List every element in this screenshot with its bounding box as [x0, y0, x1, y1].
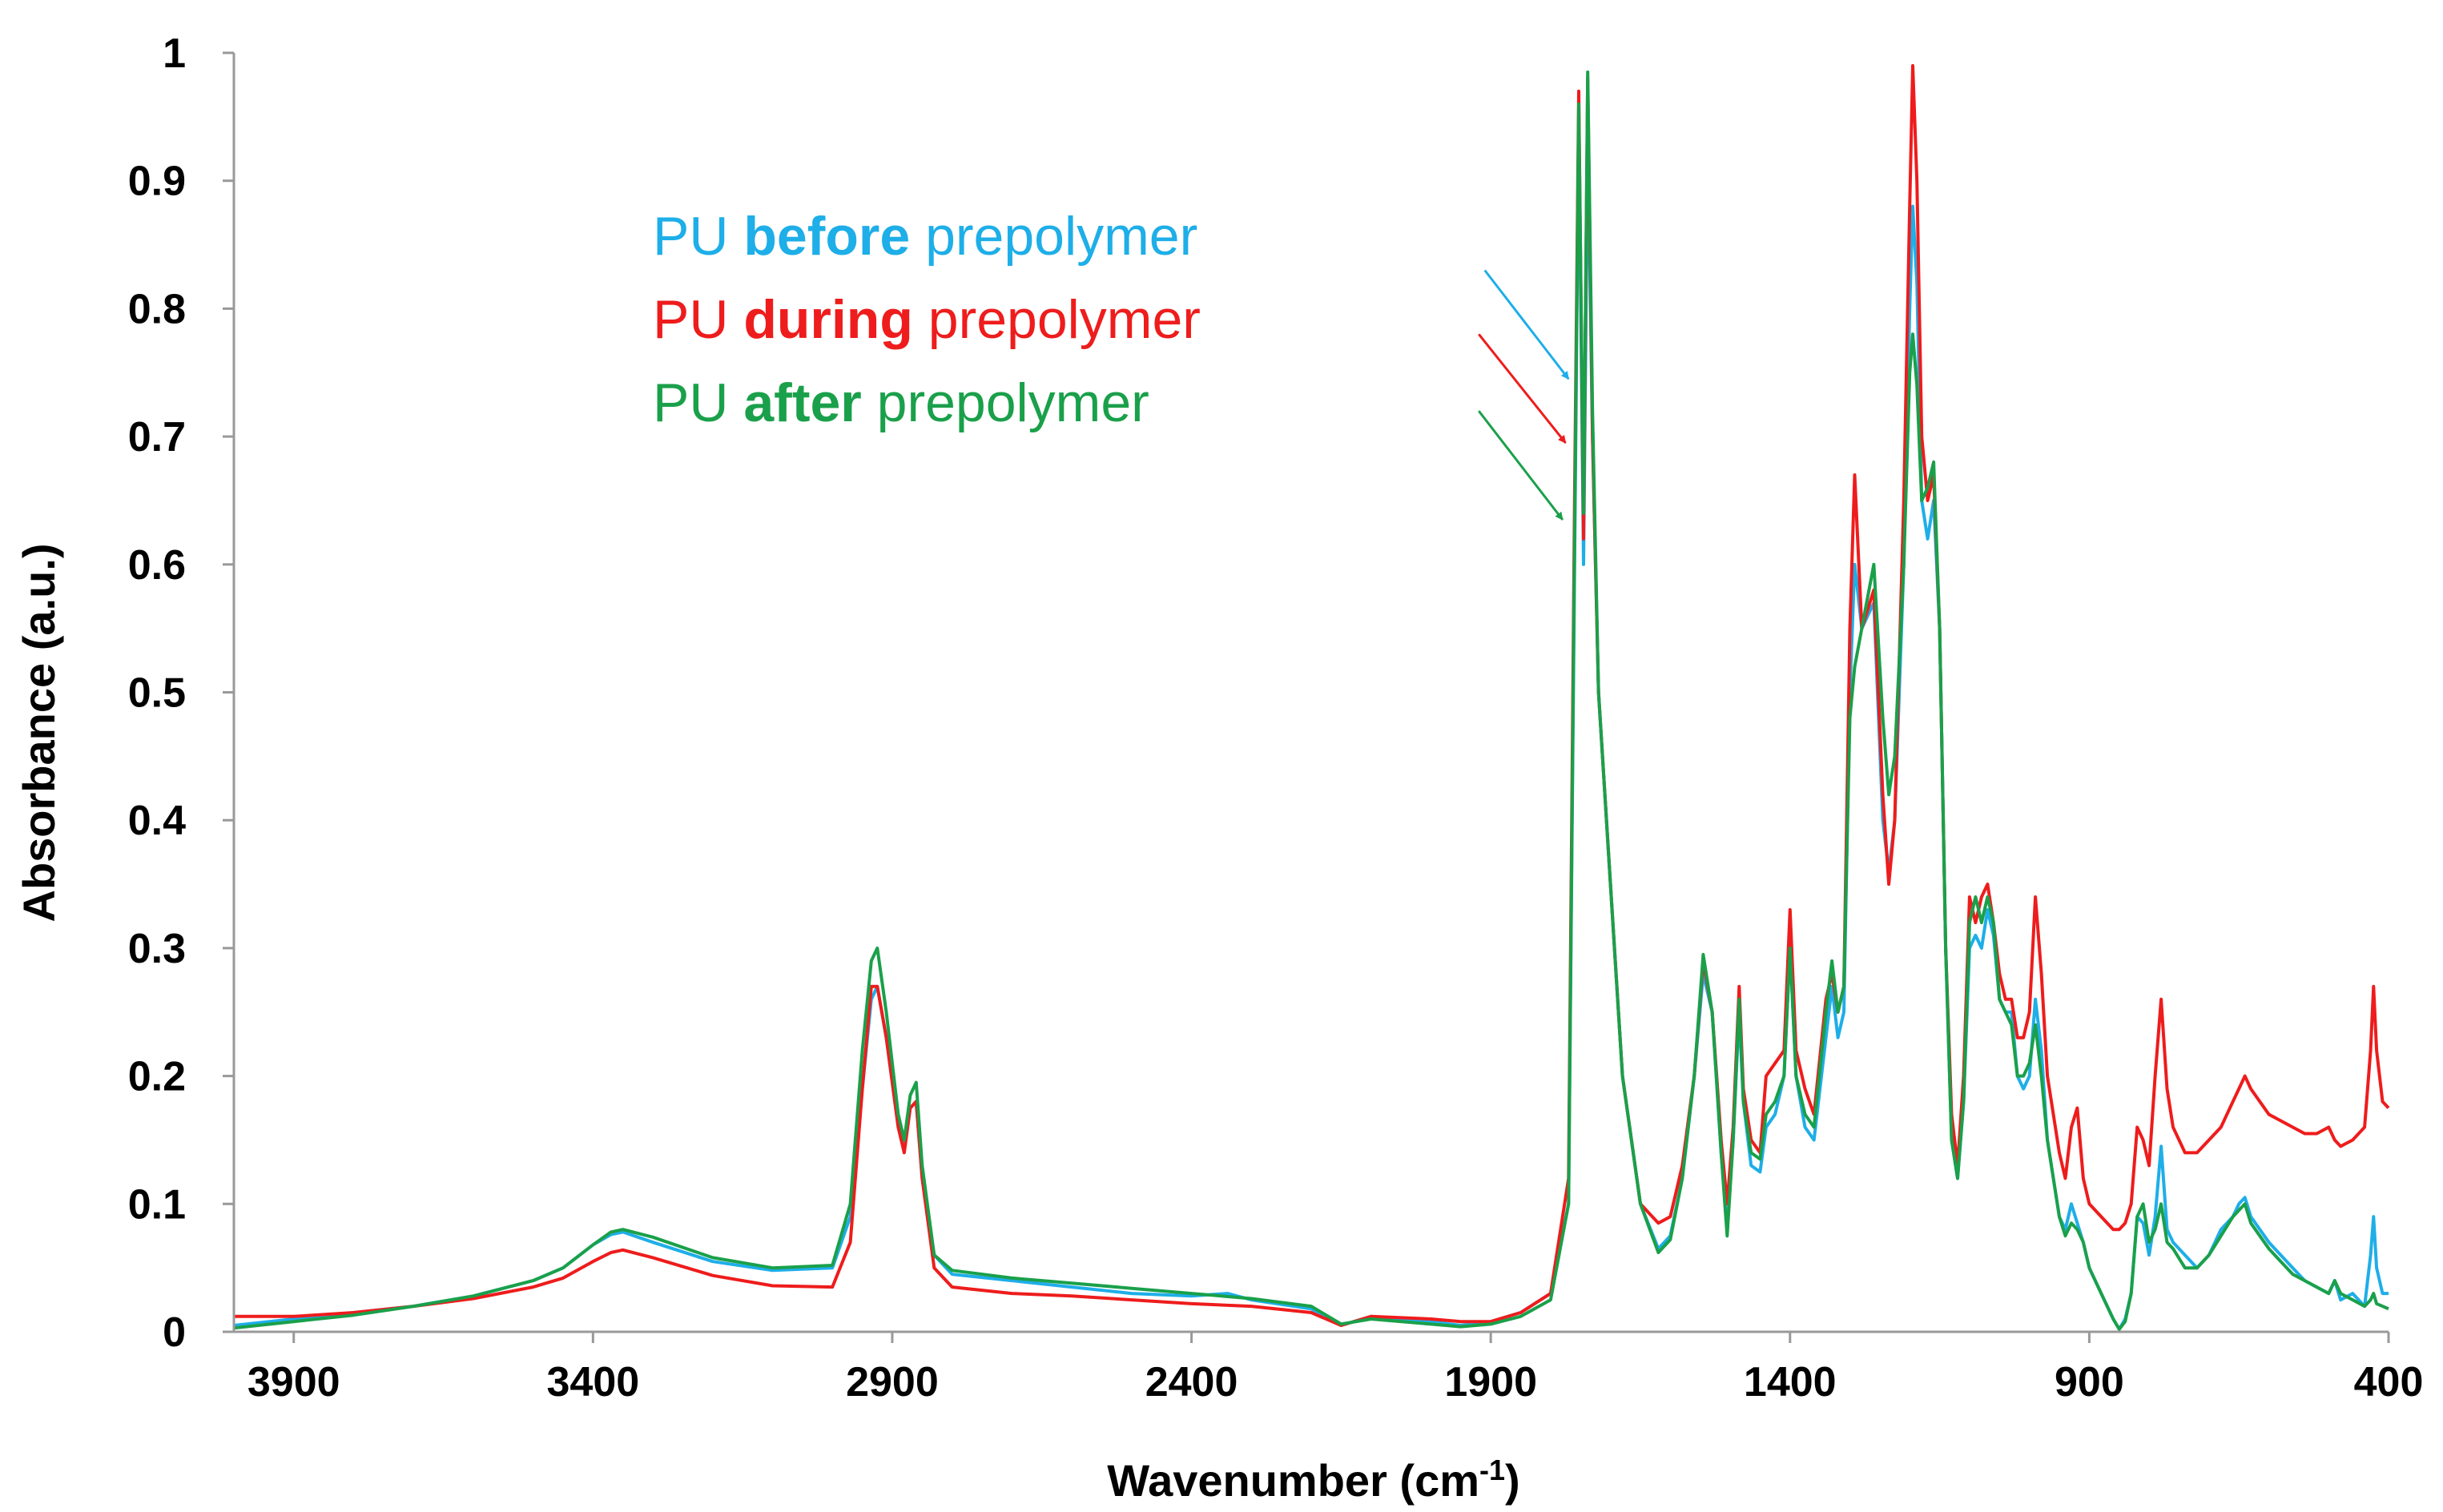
legend-item-before: PU before prepolymer: [653, 206, 1197, 267]
y-tick-label: 0.1: [128, 1181, 186, 1228]
legend-before-bold: before: [743, 206, 910, 267]
y-tick-label: 1: [163, 30, 186, 77]
y-axis-title: Absorbance (a.u.): [14, 544, 64, 923]
x-tick-label: 2400: [1145, 1359, 1238, 1405]
y-tick-label: 0.9: [128, 159, 186, 205]
arrow-before: [1483, 269, 1570, 380]
legend-during-suffix: prepolymer: [913, 289, 1201, 350]
y-tick-label: 0.3: [128, 926, 186, 972]
x-axis-title: Wavenumber (cm-1): [1107, 1454, 1519, 1506]
series-line-before: [233, 115, 2389, 1331]
y-tick-label: 0.6: [128, 542, 186, 589]
arrow-after: [1478, 410, 1564, 521]
series-line-after: [233, 70, 2389, 1331]
legend-before-suffix: prepolymer: [910, 206, 1197, 267]
x-tick-label: 1400: [1744, 1359, 1837, 1405]
x-axis-title-main: Wavenumber (cm: [1107, 1455, 1479, 1506]
x-tick-label: 900: [2055, 1359, 2124, 1405]
y-axis-ticks: 0 0.1 0.2 0.3 0.4 0.5 0.6 0.7 0.8 0.9 1: [128, 30, 234, 1356]
x-tick-label: 400: [2354, 1359, 2424, 1405]
y-tick-label: 0.5: [128, 670, 186, 717]
y-tick-label: 0: [163, 1309, 186, 1356]
y-tick-label: 0.4: [128, 798, 186, 844]
legend-item-after: PU after prepolymer: [653, 372, 1149, 433]
legend-item-during: PU during prepolymer: [653, 289, 1201, 350]
legend-after-suffix: prepolymer: [862, 372, 1149, 433]
plot-series-group: [233, 64, 2390, 1331]
x-tick-label: 1900: [1444, 1359, 1537, 1405]
y-tick-label: 0.2: [128, 1054, 186, 1100]
x-tick-label: 2900: [846, 1359, 939, 1405]
legend-during-prefix: PU: [653, 289, 743, 350]
x-axis-title-close: ): [1505, 1455, 1520, 1506]
y-tick-label: 0.8: [128, 286, 186, 332]
legend-before-prefix: PU: [653, 206, 743, 267]
legend-after-prefix: PU: [653, 372, 743, 433]
x-tick-label: 3400: [546, 1359, 639, 1405]
legend: PU before prepolymer PU during prepolyme…: [653, 206, 1201, 433]
y-tick-label: 0.7: [128, 414, 186, 460]
legend-during-bold: during: [743, 289, 913, 350]
x-tick-label: 3900: [248, 1359, 340, 1405]
x-axis-ticks: 3900 3400 2900 2400 1900 1400 900 400: [248, 1332, 2424, 1405]
x-axis-title-superscript: -1: [1479, 1454, 1505, 1486]
arrow-during: [1478, 333, 1567, 444]
annotation-arrows: [1478, 269, 1570, 521]
series-line-during: [234, 64, 2390, 1327]
legend-after-bold: after: [743, 372, 861, 433]
